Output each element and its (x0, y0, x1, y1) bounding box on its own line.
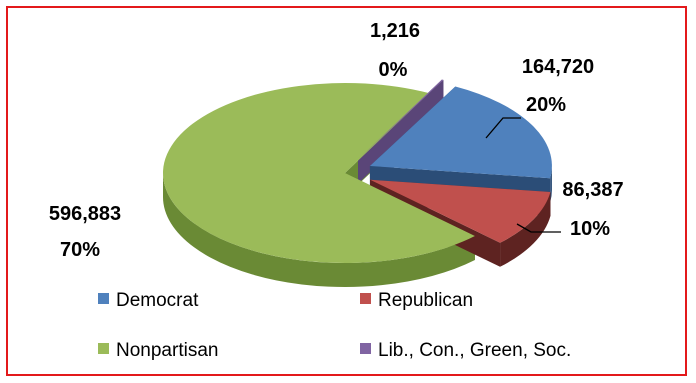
legend: Democrat Republican Nonpartisan Lib., Co… (98, 290, 571, 361)
value-label-nonpartisan: 596,883 (49, 203, 121, 225)
leader-line-democrat (485, 117, 521, 139)
percent-label-republican: 10% (570, 218, 610, 240)
pie-wall-democrat-0 (550, 165, 552, 203)
legend-item-lib: Lib., Con., Green, Soc. (360, 340, 571, 361)
legend-label-republican: Republican (378, 290, 473, 311)
percent-label-nonpartisan: 70% (60, 239, 100, 261)
legend-item-nonpartisan: Nonpartisan (98, 340, 218, 361)
legend-item-democrat: Democrat (98, 290, 199, 311)
percent-label-democrat: 20% (526, 94, 566, 116)
legend-item-republican: Republican (360, 290, 473, 311)
percent-label-lib: 0% (379, 59, 408, 81)
legend-swatch-nonpartisan (98, 343, 109, 354)
leader-line-republican (516, 223, 561, 233)
value-label-republican: 86,387 (562, 179, 623, 201)
pie-slice-nonpartisan (163, 83, 475, 263)
legend-swatch-democrat (98, 293, 109, 304)
value-label-democrat: 164,720 (522, 56, 594, 78)
legend-label-nonpartisan: Nonpartisan (116, 340, 218, 361)
data-labels: 1,216 0% 164,720 20% 86,387 10% 596,883 … (49, 20, 624, 261)
pie-wall-nonpartisan-0 (163, 173, 475, 288)
pie-layer (163, 79, 552, 288)
legend-label-democrat: Democrat (116, 290, 199, 311)
legend-swatch-republican (360, 293, 371, 304)
pie-slice-lib (358, 79, 444, 160)
legend-label-lib: Lib., Con., Green, Soc. (378, 340, 571, 361)
legend-swatch-lib (360, 343, 371, 354)
value-label-lib: 1,216 (370, 20, 420, 42)
pie-slice-democrat (369, 86, 552, 179)
pie-slice-republican (370, 179, 551, 243)
